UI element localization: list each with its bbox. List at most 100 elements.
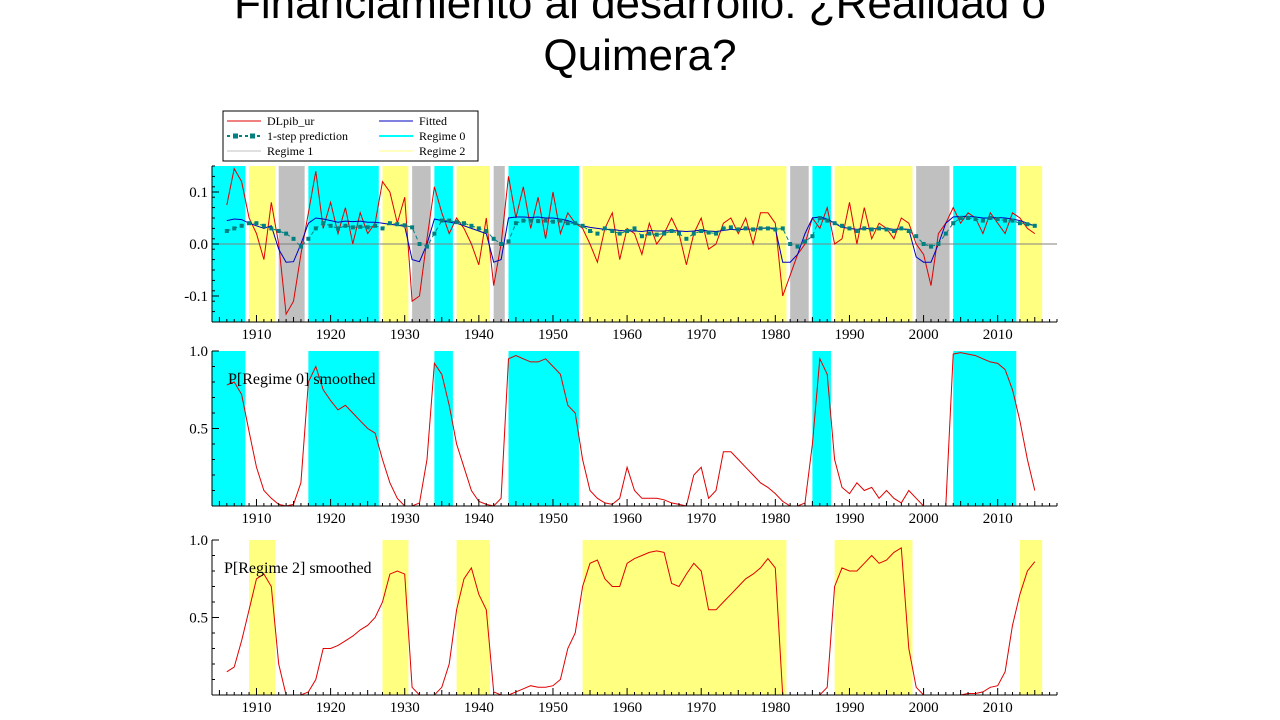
prediction-point: [306, 236, 311, 241]
gdp-growth-chart: 1910 1920 1930 1940 1950 1960 1970 1980 1990 2000…: [184, 110, 1058, 343]
series-lines: [224, 167, 1037, 316]
prediction-point: [617, 231, 622, 236]
prediction-point: [676, 231, 681, 236]
prediction-point: [232, 226, 237, 231]
prediction-point: [588, 229, 593, 233]
prediction-point: [298, 244, 303, 249]
prediction-point: [439, 218, 444, 223]
prediction-point: [284, 231, 289, 236]
prediction-point: [840, 223, 845, 228]
prediction-point: [980, 218, 985, 223]
prediction-point: [247, 221, 252, 226]
prediction-point: [269, 226, 274, 231]
prediction-point: [462, 221, 467, 226]
prediction-point: [1010, 218, 1015, 223]
x-tick-label: 2010: [983, 700, 1013, 716]
prediction-point: [765, 226, 770, 231]
prediction-point: [639, 234, 644, 239]
y-tick-label: 0.5: [189, 611, 208, 627]
prediction-point: [417, 242, 422, 246]
legend-marker: [250, 133, 255, 139]
x-tick-label: 1940: [464, 700, 494, 716]
prediction-point: [921, 242, 926, 246]
prediction-point: [743, 226, 748, 231]
prediction-point: [543, 218, 548, 223]
prediction-point: [780, 226, 785, 231]
x-tick-label: 1930: [390, 700, 420, 716]
prediction-point: [795, 244, 800, 249]
regime-2-band: [382, 540, 409, 695]
slide-title-line-2: Quimera?: [543, 31, 737, 80]
prediction-point: [469, 223, 474, 228]
prediction-point: [928, 244, 933, 249]
prediction-point: [802, 239, 807, 244]
prediction-point: [662, 231, 667, 236]
regime-2-band: [456, 540, 490, 695]
prediction-point: [788, 242, 793, 246]
prediction-point: [691, 231, 696, 236]
prediction-point: [825, 218, 830, 223]
x-tick-label: 1950: [538, 327, 568, 343]
prediction-point: [261, 223, 266, 228]
x-tick-label: 2010: [983, 511, 1013, 527]
prediction-point: [751, 227, 756, 232]
x-tick-label: 1910: [241, 700, 271, 716]
legend-box: [222, 110, 479, 162]
prediction-point: [402, 223, 407, 228]
x-tick-label: 1920: [316, 700, 346, 716]
prediction-point: [1032, 223, 1037, 228]
prediction-point: [758, 226, 763, 231]
prediction-point: [424, 244, 429, 249]
prediction-point: [995, 217, 1000, 222]
prediction-point: [499, 242, 504, 246]
x-tick-label: 1920: [316, 511, 346, 527]
x-tick-label: 1990: [834, 327, 864, 343]
axes: 1910 1920 1930 1940 1950 1960 1970 1980 1990 2000…: [189, 533, 1058, 716]
x-tick-label: 1950: [538, 511, 568, 527]
prediction-point: [410, 225, 415, 230]
prediction-point: [832, 221, 837, 226]
prediction-point: [476, 226, 481, 231]
prediction-point: [350, 225, 355, 230]
x-tick-label: 1970: [686, 700, 716, 716]
x-tick-label: 1960: [612, 700, 642, 716]
legend-label: DLpib_ur: [267, 114, 314, 128]
regime-0-band: [434, 351, 453, 506]
prediction-point: [454, 220, 459, 225]
y-tick-label: -0.1: [184, 289, 208, 305]
prediction-point: [854, 229, 859, 233]
x-tick-label: 1950: [538, 700, 568, 716]
x-tick-label: 2000: [909, 327, 939, 343]
prediction-point: [1017, 221, 1022, 226]
legend-label: Regime 0: [419, 129, 465, 143]
prediction-point: [610, 229, 615, 233]
prediction-point: [669, 229, 674, 233]
prediction-point: [224, 229, 229, 233]
prediction-point: [373, 223, 378, 228]
prediction-point: [951, 221, 956, 226]
x-tick-label: 1960: [612, 511, 642, 527]
legend-label: 1-step prediction: [267, 129, 348, 143]
prediction-point: [336, 226, 341, 231]
y-tick-label: 1.0: [189, 344, 208, 360]
x-tick-label: 1980: [760, 700, 790, 716]
prediction-point: [847, 226, 852, 231]
x-tick-label: 1910: [241, 327, 271, 343]
prediction-point: [536, 219, 541, 224]
prediction-point: [684, 236, 689, 241]
x-tick-label: 2000: [909, 511, 939, 527]
prediction-point: [521, 218, 526, 223]
prediction-point: [810, 234, 815, 239]
prediction-point: [395, 222, 400, 227]
legend-label: Fitted: [419, 114, 447, 128]
regime-2-band: [1019, 540, 1043, 695]
prediction-point: [387, 221, 392, 226]
x-tick-label: 1910: [241, 511, 271, 527]
probability-line: [226, 352, 1036, 506]
regime-0-band: [953, 351, 1017, 506]
prediction-point: [877, 226, 882, 231]
y-tick-label: 0.1: [189, 185, 208, 201]
x-tick-label: 1970: [686, 511, 716, 527]
x-tick-label: 1920: [316, 327, 346, 343]
probability-line-stroke: [226, 352, 1036, 506]
